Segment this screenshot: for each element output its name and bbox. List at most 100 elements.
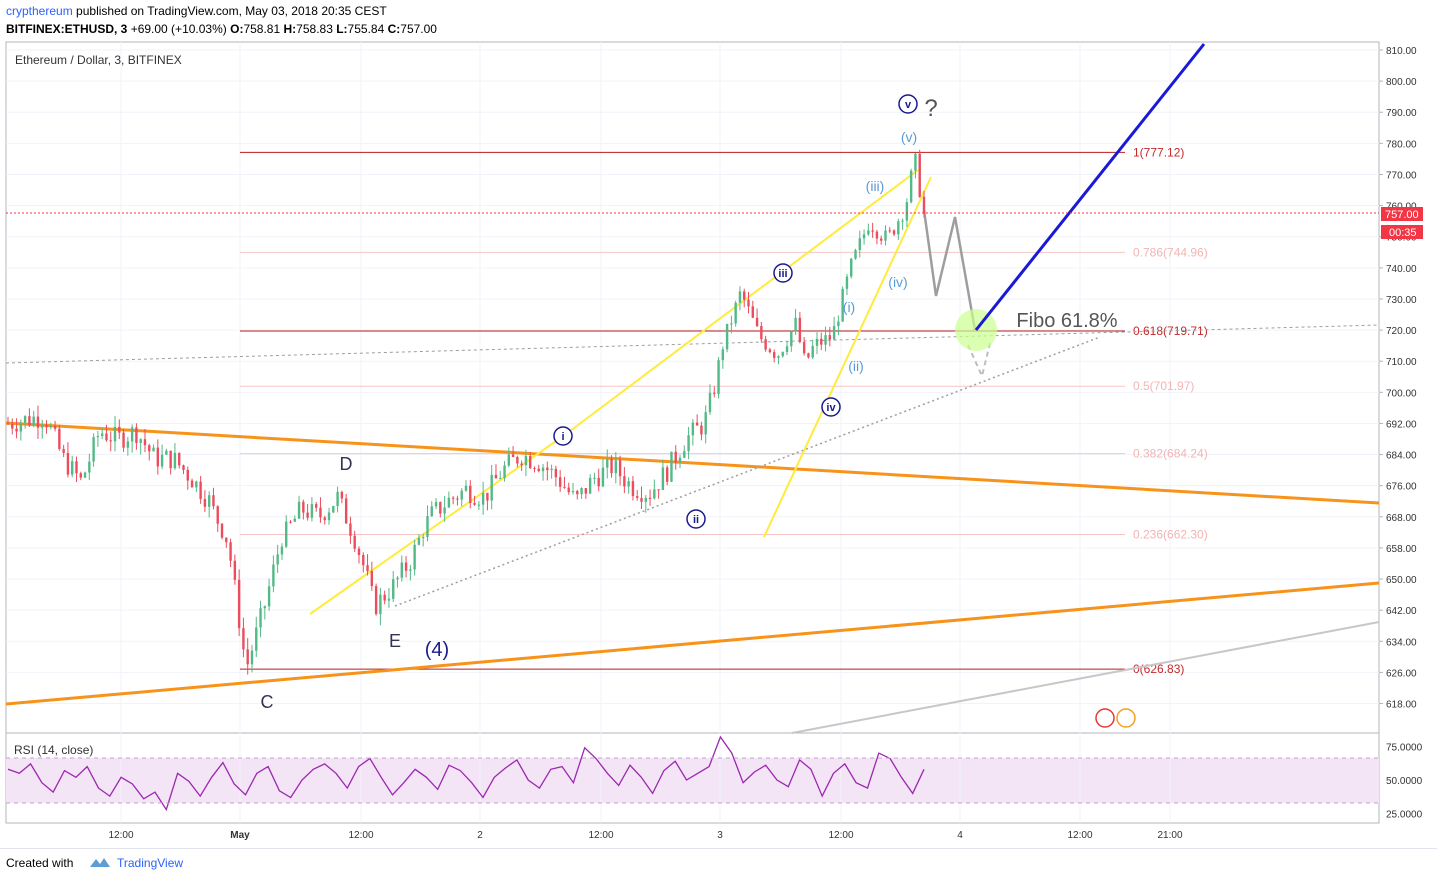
triangle-lower-trendline[interactable] bbox=[5, 581, 1380, 706]
candle-body[interactable] bbox=[798, 317, 802, 342]
candle-body[interactable] bbox=[366, 565, 369, 572]
candle-body[interactable] bbox=[319, 507, 322, 518]
candle-body[interactable] bbox=[802, 341, 806, 354]
candle-body[interactable] bbox=[614, 460, 618, 474]
yellow-channel-lower[interactable] bbox=[309, 433, 567, 615]
candle-body[interactable] bbox=[379, 594, 382, 615]
candle-body[interactable] bbox=[524, 455, 528, 466]
candle-body[interactable] bbox=[665, 467, 669, 482]
candle-body[interactable] bbox=[918, 153, 921, 197]
candle-body[interactable] bbox=[516, 457, 519, 464]
candle-body[interactable] bbox=[576, 490, 579, 495]
tradingview-link[interactable]: TradingView bbox=[117, 856, 184, 870]
candle-body[interactable] bbox=[195, 481, 198, 488]
flag-icon[interactable] bbox=[1095, 708, 1115, 728]
candle-body[interactable] bbox=[207, 495, 211, 507]
candle-body[interactable] bbox=[811, 345, 814, 358]
candle-body[interactable] bbox=[220, 523, 224, 538]
candle-body[interactable] bbox=[563, 486, 566, 488]
candle-body[interactable] bbox=[225, 537, 228, 543]
candle-body[interactable] bbox=[828, 335, 832, 340]
candle-body[interactable] bbox=[135, 427, 138, 443]
candle-body[interactable] bbox=[597, 477, 600, 487]
candle-body[interactable] bbox=[683, 451, 686, 458]
candle-body[interactable] bbox=[32, 416, 35, 426]
candle-body[interactable] bbox=[28, 416, 31, 426]
candle-body[interactable] bbox=[447, 497, 451, 508]
candle-body[interactable] bbox=[19, 422, 23, 432]
candle-body[interactable] bbox=[143, 439, 147, 446]
candle-body[interactable] bbox=[409, 569, 412, 571]
candle-body[interactable] bbox=[113, 426, 117, 442]
candle-body[interactable] bbox=[477, 504, 481, 506]
candle-body[interactable] bbox=[494, 474, 498, 479]
candle-body[interactable] bbox=[297, 501, 301, 519]
candle-body[interactable] bbox=[670, 451, 673, 482]
candles[interactable] bbox=[6, 149, 926, 675]
candle-body[interactable] bbox=[212, 495, 215, 507]
candle-body[interactable] bbox=[490, 474, 493, 501]
candle-body[interactable] bbox=[529, 455, 532, 469]
candle-body[interactable] bbox=[370, 571, 374, 587]
yellow-channel-upper[interactable] bbox=[565, 169, 919, 435]
candle-body[interactable] bbox=[344, 498, 348, 524]
candle-body[interactable] bbox=[661, 467, 665, 491]
dotted-horizontal-trendline[interactable] bbox=[5, 324, 1380, 364]
candle-body[interactable] bbox=[725, 323, 729, 350]
candle-body[interactable] bbox=[588, 477, 592, 494]
projection-alt-dashed[interactable] bbox=[967, 342, 991, 380]
candle-body[interactable] bbox=[601, 467, 605, 487]
candle-body[interactable] bbox=[75, 461, 78, 474]
candle-body[interactable] bbox=[473, 503, 476, 505]
candle-body[interactable] bbox=[905, 202, 909, 221]
candle-body[interactable] bbox=[285, 521, 288, 547]
candle-body[interactable] bbox=[781, 351, 784, 357]
candle-body[interactable] bbox=[533, 468, 536, 470]
candle-body[interactable] bbox=[280, 546, 284, 555]
candle-body[interactable] bbox=[785, 346, 789, 352]
candle-body[interactable] bbox=[306, 512, 309, 518]
candle-body[interactable] bbox=[807, 353, 810, 358]
candle-body[interactable] bbox=[79, 473, 82, 478]
candle-body[interactable] bbox=[832, 326, 836, 340]
candle-body[interactable] bbox=[434, 502, 438, 507]
candle-body[interactable] bbox=[558, 477, 562, 487]
candle-body[interactable] bbox=[88, 461, 91, 473]
candle-body[interactable] bbox=[909, 170, 913, 203]
candle-body[interactable] bbox=[396, 577, 399, 580]
candle-body[interactable] bbox=[53, 426, 57, 429]
candle-body[interactable] bbox=[250, 650, 254, 665]
candle-body[interactable] bbox=[100, 433, 104, 437]
candle-body[interactable] bbox=[888, 230, 891, 232]
candle-body[interactable] bbox=[242, 628, 245, 650]
candle-body[interactable] bbox=[845, 276, 849, 289]
candle-body[interactable] bbox=[216, 506, 219, 524]
candle-body[interactable] bbox=[400, 562, 403, 578]
candle-body[interactable] bbox=[691, 422, 695, 436]
candle-body[interactable] bbox=[293, 518, 296, 522]
candle-body[interactable] bbox=[584, 488, 588, 494]
candle-body[interactable] bbox=[717, 360, 720, 394]
candle-body[interactable] bbox=[631, 481, 635, 497]
candle-body[interactable] bbox=[687, 435, 690, 452]
candle-body[interactable] bbox=[126, 441, 130, 448]
candle-body[interactable] bbox=[152, 447, 155, 452]
candle-body[interactable] bbox=[246, 649, 249, 665]
candle-body[interactable] bbox=[841, 288, 844, 322]
candle-body[interactable] bbox=[610, 458, 613, 474]
candle-body[interactable] bbox=[148, 445, 151, 452]
candle-body[interactable] bbox=[511, 454, 515, 458]
candle-body[interactable] bbox=[160, 454, 164, 467]
event-icons[interactable] bbox=[1095, 708, 1136, 728]
candle-body[interactable] bbox=[871, 230, 874, 232]
candle-body[interactable] bbox=[875, 231, 879, 239]
candle-body[interactable] bbox=[867, 230, 870, 235]
candle-body[interactable] bbox=[820, 338, 823, 345]
candle-body[interactable] bbox=[648, 497, 652, 499]
candle-body[interactable] bbox=[421, 537, 425, 539]
candle-body[interactable] bbox=[481, 492, 485, 505]
candle-body[interactable] bbox=[169, 450, 172, 469]
candle-body[interactable] bbox=[58, 428, 61, 449]
candle-body[interactable] bbox=[15, 428, 18, 432]
candle-body[interactable] bbox=[764, 339, 767, 350]
